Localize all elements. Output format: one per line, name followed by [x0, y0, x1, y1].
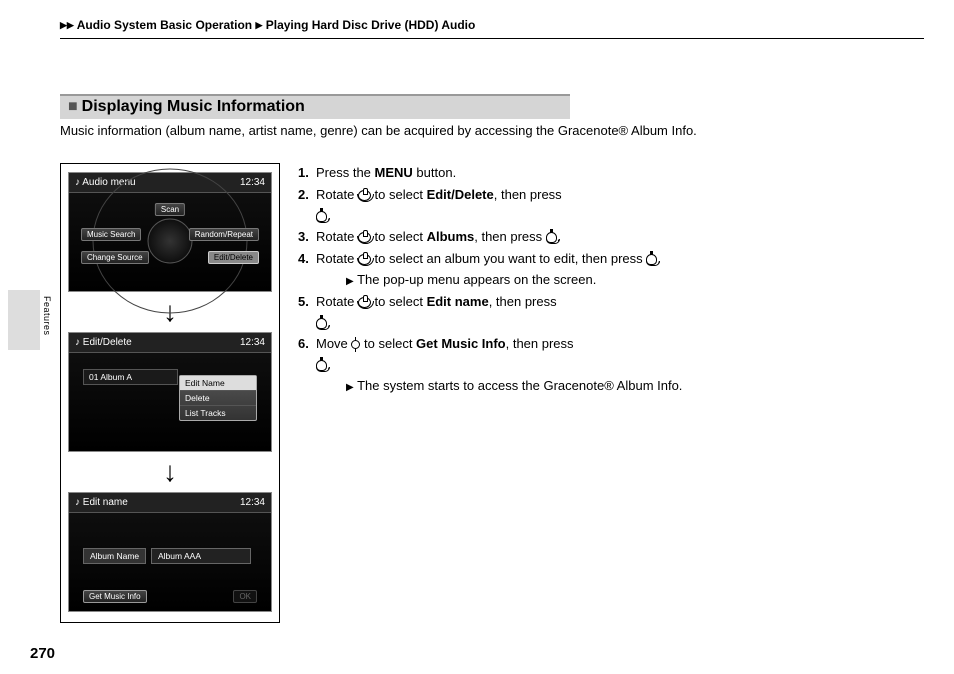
- rotate-dial-icon: [358, 190, 371, 201]
- screen3-title: ♪ Edit name: [75, 497, 128, 508]
- crumb-2: Playing Hard Disc Drive (HDD) Audio: [266, 18, 476, 32]
- push-icon: [316, 318, 327, 329]
- album-row[interactable]: 01 Album A: [83, 369, 178, 385]
- screen-audio-menu: ♪ Audio menu 12:34 Scan Music Search Ran…: [68, 172, 272, 292]
- side-tab: [8, 290, 40, 350]
- step-4: 4.Rotate to select an album you want to …: [298, 249, 788, 291]
- music-search-button[interactable]: Music Search: [81, 228, 141, 241]
- step-6: 6.Move to select Get Music Info, then pr…: [298, 334, 788, 396]
- rotate-dial-icon: [358, 297, 371, 308]
- edit-delete-button[interactable]: Edit/Delete: [208, 251, 259, 264]
- page-number: 270: [30, 645, 55, 662]
- ok-button[interactable]: OK: [233, 590, 257, 603]
- random-repeat-button[interactable]: Random/Repeat: [189, 228, 259, 241]
- change-source-button[interactable]: Change Source: [81, 251, 149, 264]
- screen-edit-name: ♪ Edit name 12:34 Album Name Album AAA G…: [68, 492, 272, 612]
- intro-text: Music information (album name, artist na…: [60, 122, 780, 141]
- dial-center: [148, 219, 193, 264]
- push-icon: [646, 254, 657, 265]
- popup-list-tracks[interactable]: List Tracks: [180, 406, 256, 420]
- instructions-list: 1.Press the MENU button. 2.Rotate to sel…: [298, 163, 788, 398]
- album-name-label: Album Name: [83, 548, 146, 564]
- triangle-icon: ▶: [255, 20, 262, 31]
- triangle-icon: ▶: [346, 276, 354, 287]
- album-name-value[interactable]: Album AAA: [151, 548, 251, 564]
- triangle-icon: ▶▶: [60, 20, 74, 31]
- step-2: 2.Rotate to select Edit/Delete, then pre…: [298, 185, 788, 227]
- rotate-dial-icon: [358, 232, 371, 243]
- screenshots-panel: ♪ Audio menu 12:34 Scan Music Search Ran…: [60, 163, 280, 623]
- section-title: Displaying Music Information: [82, 98, 305, 115]
- popup-delete[interactable]: Delete: [180, 391, 256, 406]
- get-music-info-button[interactable]: Get Music Info: [83, 590, 147, 603]
- step-1: 1.Press the MENU button.: [298, 163, 788, 184]
- screen-edit-delete: ♪ Edit/Delete 12:34 01 Album A Edit Name…: [68, 332, 272, 452]
- section-heading: ■Displaying Music Information: [60, 94, 570, 119]
- breadcrumb: ▶▶ Audio System Basic Operation ▶ Playin…: [60, 18, 924, 39]
- arrow-2: ↓: [68, 458, 272, 486]
- triangle-icon: ▶: [346, 382, 354, 393]
- push-icon: [316, 211, 327, 222]
- scan-button[interactable]: Scan: [155, 203, 185, 216]
- crumb-1: Audio System Basic Operation: [77, 18, 252, 32]
- step-5: 5.Rotate to select Edit name, then press…: [298, 292, 788, 334]
- screen3-time: 12:34: [240, 497, 265, 508]
- screen2-title: ♪ Edit/Delete: [75, 337, 132, 348]
- step-3: 3.Rotate to select Albums, then press .: [298, 227, 788, 248]
- rotate-dial-icon: [358, 254, 371, 265]
- popup-menu: Edit Name Delete List Tracks: [179, 375, 257, 421]
- side-label: Features: [42, 296, 52, 336]
- push-icon: [316, 360, 327, 371]
- popup-edit-name[interactable]: Edit Name: [180, 376, 256, 391]
- square-bullet-icon: ■: [68, 98, 78, 116]
- screen2-time: 12:34: [240, 337, 265, 348]
- push-icon: [546, 232, 557, 243]
- screen1-time: 12:34: [240, 177, 265, 188]
